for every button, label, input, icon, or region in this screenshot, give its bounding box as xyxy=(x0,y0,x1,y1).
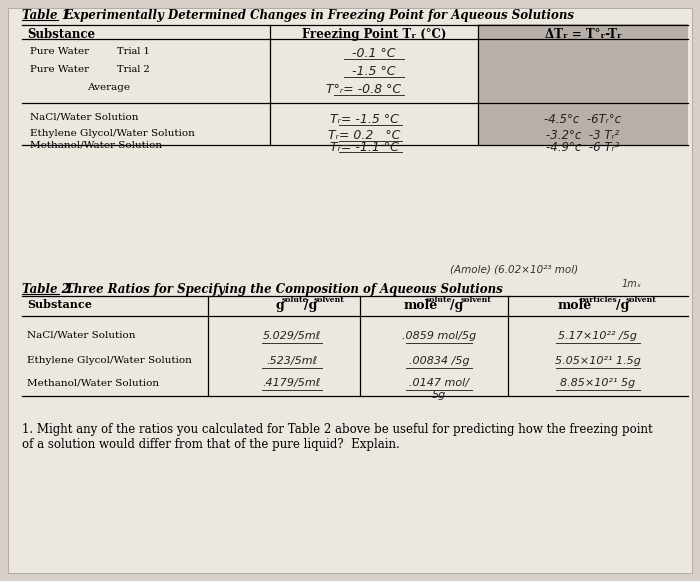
Text: (Amole) (6.02×10²³ mol): (Amole) (6.02×10²³ mol) xyxy=(450,265,578,275)
Text: Substance: Substance xyxy=(27,299,92,310)
Text: NaCl/Water Solution: NaCl/Water Solution xyxy=(27,331,136,340)
Bar xyxy=(479,26,688,103)
Text: ΔTᵣ = T°ᵣ-Tᵣ: ΔTᵣ = T°ᵣ-Tᵣ xyxy=(545,28,622,41)
Text: Trial 2: Trial 2 xyxy=(117,65,150,74)
Text: Ethylene Glycol/Water Solution: Ethylene Glycol/Water Solution xyxy=(27,356,192,365)
Text: NaCl/Water Solution: NaCl/Water Solution xyxy=(30,113,139,122)
Text: mole: mole xyxy=(558,299,592,312)
Text: Experimentally Determined Changes in Freezing Point for Aqueous Solutions: Experimentally Determined Changes in Fre… xyxy=(60,9,574,22)
Text: .4179/5mℓ: .4179/5mℓ xyxy=(262,378,321,388)
Text: Pure Water: Pure Water xyxy=(30,47,89,56)
Text: T°ᵣ= -0.8 °C: T°ᵣ= -0.8 °C xyxy=(326,83,402,96)
Text: -4.9°c  -6 Tᵣ²: -4.9°c -6 Tᵣ² xyxy=(547,141,620,154)
Text: Tᵣ= -1.1 °C: Tᵣ= -1.1 °C xyxy=(330,141,398,154)
Text: Table 1.: Table 1. xyxy=(22,9,74,22)
Text: Tᵣ= 0.2   °C: Tᵣ= 0.2 °C xyxy=(328,129,400,142)
Text: Pure Water: Pure Water xyxy=(30,65,89,74)
Text: Freezing Point Tᵣ (°C): Freezing Point Tᵣ (°C) xyxy=(302,28,446,41)
Text: 5.029/5mℓ: 5.029/5mℓ xyxy=(262,331,321,341)
Text: g: g xyxy=(276,299,285,312)
Text: Ethylene Glycol/Water Solution: Ethylene Glycol/Water Solution xyxy=(30,129,195,138)
Text: .0859 mol/5g: .0859 mol/5g xyxy=(402,331,476,341)
Text: .523/5mℓ: .523/5mℓ xyxy=(267,356,318,366)
Text: 1mₓ: 1mₓ xyxy=(622,279,642,289)
Text: Substance: Substance xyxy=(27,28,95,41)
Text: 5.05×10²¹ 1.5g: 5.05×10²¹ 1.5g xyxy=(555,356,641,366)
Bar xyxy=(478,24,688,26)
Text: Tᵣ= -1.5 °C: Tᵣ= -1.5 °C xyxy=(330,113,398,126)
Text: Methanol/Water Solution: Methanol/Water Solution xyxy=(30,141,162,150)
Text: mole: mole xyxy=(404,299,438,312)
Text: 8.85×10²¹ 5g: 8.85×10²¹ 5g xyxy=(561,378,636,388)
Text: /g: /g xyxy=(450,299,463,312)
Text: solute: solute xyxy=(426,296,452,304)
Text: solvent: solvent xyxy=(314,296,345,304)
Bar xyxy=(478,24,688,145)
Text: .00834 /5g: .00834 /5g xyxy=(409,356,469,366)
Text: particles: particles xyxy=(580,296,617,304)
Text: /g: /g xyxy=(304,299,317,312)
Text: -0.1 °C: -0.1 °C xyxy=(352,47,396,60)
Text: Methanol/Water Solution: Methanol/Water Solution xyxy=(27,378,159,387)
Text: 1. Might any of the ratios you calculated for Table 2 above be useful for predic: 1. Might any of the ratios you calculate… xyxy=(22,423,652,451)
Text: solute: solute xyxy=(282,296,309,304)
Text: solvent: solvent xyxy=(461,296,492,304)
Text: solvent: solvent xyxy=(626,296,657,304)
Text: -3.2°c  -3 Tᵣ²: -3.2°c -3 Tᵣ² xyxy=(547,129,620,142)
Text: -1.5 °C: -1.5 °C xyxy=(352,65,396,78)
Text: -4.5°c  -6Tᵣ°c: -4.5°c -6Tᵣ°c xyxy=(545,113,622,126)
Text: Three Ratios for Specifying the Composition of Aqueous Solutions: Three Ratios for Specifying the Composit… xyxy=(61,283,503,296)
Text: Trial 1: Trial 1 xyxy=(117,47,150,56)
Text: Table 2.: Table 2. xyxy=(22,283,74,296)
Text: Average: Average xyxy=(87,83,130,92)
Text: /g: /g xyxy=(616,299,629,312)
Text: .0147 mol/
5g: .0147 mol/ 5g xyxy=(409,378,469,400)
Text: 5.17×10²² /5g: 5.17×10²² /5g xyxy=(559,331,638,341)
